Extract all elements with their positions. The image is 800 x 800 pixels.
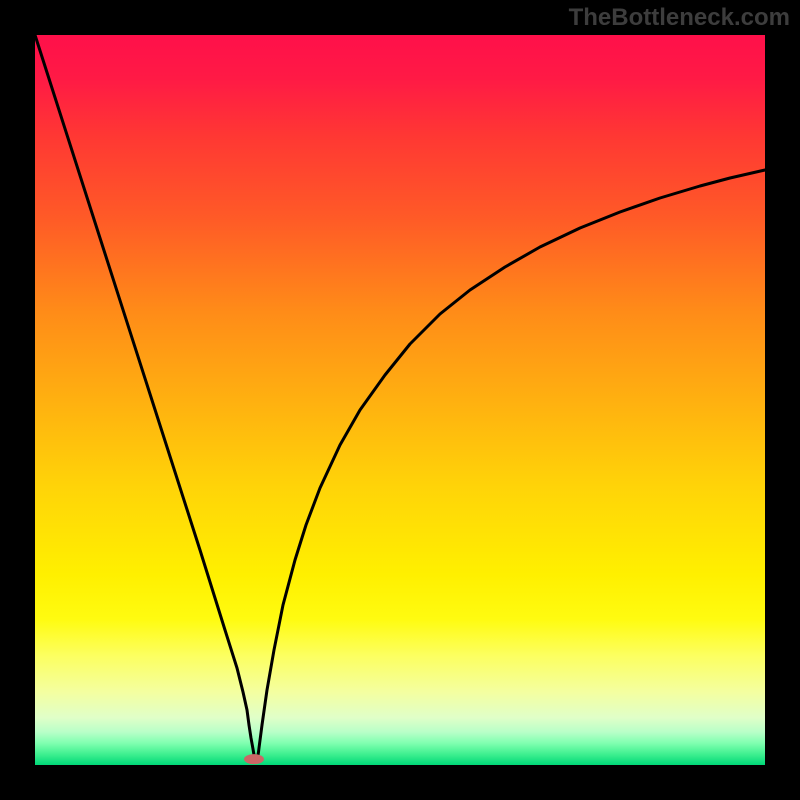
- chart-svg: [0, 0, 800, 800]
- watermark-text: TheBottleneck.com: [569, 4, 790, 32]
- plot-background: [35, 35, 765, 765]
- chart-container: { "watermark": { "text": "TheBottleneck.…: [0, 0, 800, 800]
- optimal-marker: [244, 754, 264, 764]
